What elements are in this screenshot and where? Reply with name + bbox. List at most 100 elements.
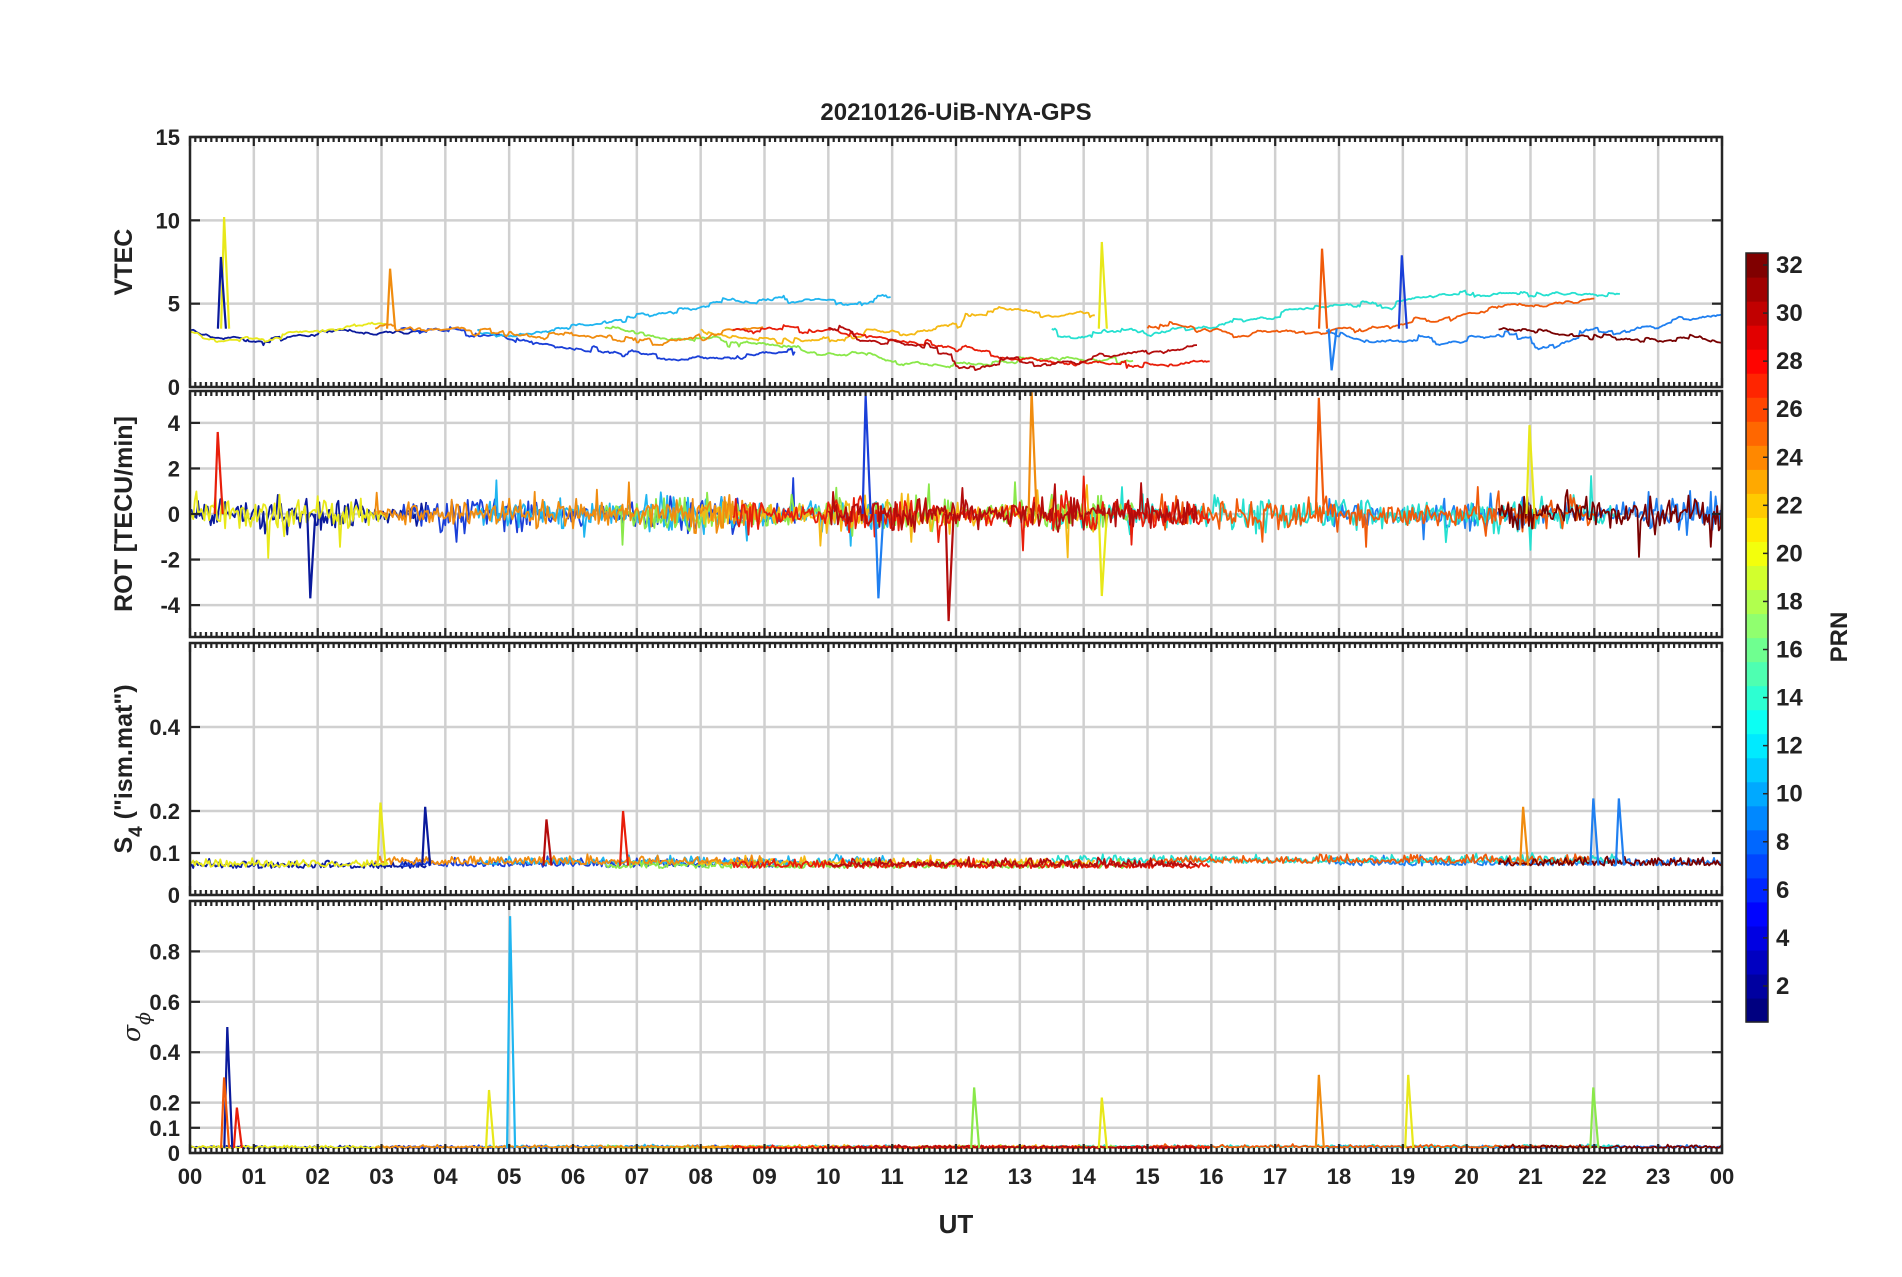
y-axis-label: S4 ("ism.mat") xyxy=(110,684,147,853)
colorbar-tick-label: 14 xyxy=(1776,685,1803,712)
colorbar-segment xyxy=(1746,949,1768,975)
peak-spike-prn-8 xyxy=(874,513,885,599)
colorbar-segment xyxy=(1746,781,1768,807)
y-tick-label: 0.4 xyxy=(149,1040,180,1065)
colorbar-segment xyxy=(1746,709,1768,735)
colorbar-tick-label: 6 xyxy=(1776,877,1789,904)
series-line-prn-5 xyxy=(400,326,796,362)
peak-spike-prn-20 xyxy=(1097,241,1108,329)
peak-spike-prn-2 xyxy=(421,806,432,866)
y-tick-label: 10 xyxy=(156,208,180,233)
y-tick-label: 4 xyxy=(168,411,181,436)
y-tick-label: 0 xyxy=(168,502,180,527)
x-tick-label: 00 xyxy=(178,1164,202,1189)
y-tick-label: 0.2 xyxy=(149,1091,180,1116)
colorbar-tick-label: 12 xyxy=(1776,733,1803,760)
y-label-subscript: ϕ xyxy=(133,1012,155,1025)
colorbar-segment xyxy=(1746,997,1768,1023)
colorbar-tick-label: 20 xyxy=(1776,540,1803,567)
peak-spike-prn-20 xyxy=(376,802,387,866)
peak-spike-prn-28 xyxy=(213,431,224,515)
x-tick-label: 20 xyxy=(1454,1164,1478,1189)
x-tick-label: 16 xyxy=(1199,1164,1223,1189)
colorbar-segment xyxy=(1746,349,1768,374)
series-line-prn-30 xyxy=(827,482,1198,533)
colorbar-segment xyxy=(1746,925,1768,951)
x-tick-label: 14 xyxy=(1071,1164,1096,1189)
y-axis-label: VTEC xyxy=(110,229,138,296)
series-line-prn-22 xyxy=(700,305,1095,345)
x-tick-label: 06 xyxy=(561,1164,585,1189)
peak-spike-prn-5 xyxy=(1397,255,1408,329)
y-axis-label: ROT [TECU/min] xyxy=(110,416,138,612)
colorbar-segment xyxy=(1746,325,1768,350)
series-line-prn-28 xyxy=(732,475,1211,552)
panel-data xyxy=(190,391,1722,622)
colorbar-segment xyxy=(1746,565,1768,591)
colorbar-tick-label: 22 xyxy=(1776,492,1803,519)
y-tick-label: 0.2 xyxy=(149,799,180,824)
colorbar-tick-label: 8 xyxy=(1776,829,1789,856)
colorbar-segment xyxy=(1746,421,1768,446)
colorbar-segment xyxy=(1746,661,1768,687)
colorbar-tick-label: 26 xyxy=(1776,396,1803,423)
x-tick-label: 03 xyxy=(369,1164,393,1189)
series-line-prn-20 xyxy=(190,321,389,343)
peak-spike-prn-30 xyxy=(542,819,553,866)
colorbar-segment xyxy=(1746,541,1768,567)
y-tick-label: 0 xyxy=(168,1141,180,1166)
colorbar-segment xyxy=(1746,253,1768,278)
x-tick-label: 21 xyxy=(1518,1164,1542,1189)
panel-3: 00.10.20.4S4 ("ism.mat") xyxy=(110,641,1724,908)
panel-1: 0 5 10 15 VTEC xyxy=(110,125,1724,400)
colorbar-segment xyxy=(1746,829,1768,855)
peak-spike-prn-20 xyxy=(1404,1074,1415,1149)
x-tick-label: 19 xyxy=(1391,1164,1415,1189)
colorbar-tick-label: 18 xyxy=(1776,588,1803,615)
y-tick-label: 0.4 xyxy=(149,715,180,740)
panel-data xyxy=(190,216,1722,372)
y-tick-label: 0.8 xyxy=(149,939,180,964)
peak-spike-prn-24 xyxy=(1027,391,1038,515)
x-tick-label: 18 xyxy=(1327,1164,1351,1189)
chart-title: 20210126-UiB-NYA-GPS xyxy=(820,99,1091,126)
peak-spike-prn-24 xyxy=(385,268,397,329)
series-line-prn-24 xyxy=(374,853,764,866)
x-tick-label: 04 xyxy=(433,1164,458,1189)
peak-spike-prn-24 xyxy=(1519,806,1530,866)
colorbar-segment xyxy=(1746,757,1768,783)
series-line-prn-28 xyxy=(731,857,1211,869)
series-line-prn-24 xyxy=(374,481,764,534)
peak-spike-prn-20 xyxy=(1097,1097,1108,1149)
peak-spike-prn-8 xyxy=(1327,328,1338,371)
x-tick-label: 08 xyxy=(688,1164,712,1189)
peak-spike-prn-28 xyxy=(618,810,630,866)
series-line-prn-30 xyxy=(827,856,1198,868)
series-line-prn-24 xyxy=(374,1143,764,1149)
series-line-prn-8 xyxy=(1325,313,1722,351)
x-tick-label: 01 xyxy=(242,1164,266,1189)
colorbar-segment xyxy=(1746,877,1768,903)
x-tick-label: 22 xyxy=(1582,1164,1606,1189)
peak-spike-prn-20 xyxy=(1525,425,1536,515)
y-tick-label: 0 xyxy=(168,375,180,400)
colorbar-segment xyxy=(1746,853,1768,879)
peak-spike-prn-24 xyxy=(1314,1074,1325,1149)
series-line-prn-32 xyxy=(1497,489,1722,558)
x-axis-label: UT xyxy=(939,1209,974,1239)
peak-spike-prn-20 xyxy=(1097,513,1108,597)
colorbar-tick-label: 10 xyxy=(1776,781,1803,808)
y-tick-label: 2 xyxy=(168,456,180,481)
series-line-prn-32 xyxy=(1498,327,1722,344)
colorbar-tick-label: 30 xyxy=(1776,300,1803,327)
colorbar-tick-label: 24 xyxy=(1776,444,1803,471)
y-axis-label: σϕ xyxy=(117,1012,155,1042)
peak-spike-prn-2 xyxy=(216,256,228,329)
y-tick-label: 0 xyxy=(168,883,180,908)
x-tick-label: 10 xyxy=(816,1164,840,1189)
x-tick-label: 09 xyxy=(752,1164,776,1189)
colorbar-segment xyxy=(1746,373,1768,398)
colorbar-segment xyxy=(1746,517,1768,542)
